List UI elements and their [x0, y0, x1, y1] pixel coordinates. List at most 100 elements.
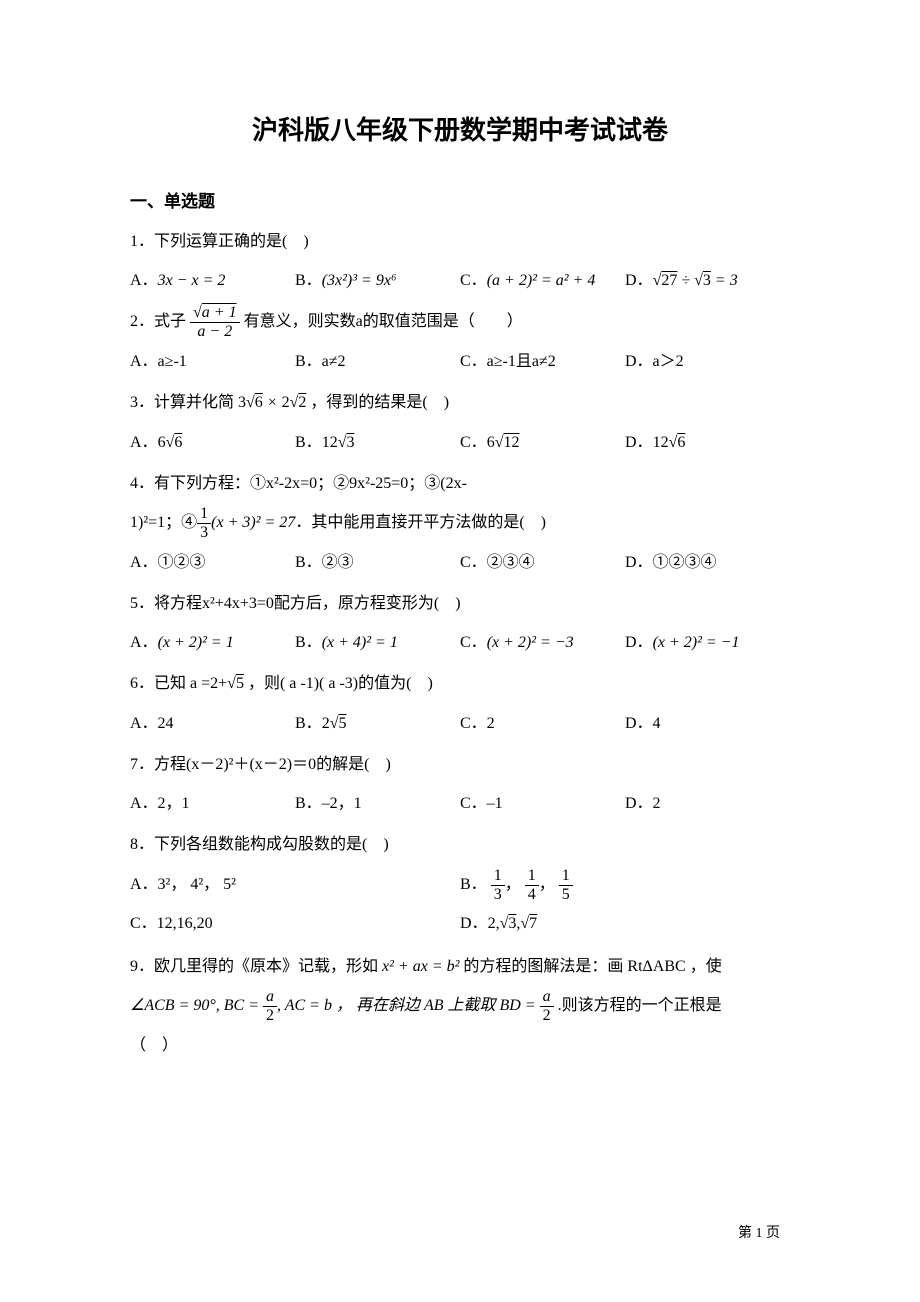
- q3-options: A．6√6 B．12√3 C．6√12 D．12√6: [130, 425, 790, 460]
- opt-label: D．: [625, 434, 653, 451]
- page-footer: 第 1 页: [738, 1222, 780, 1242]
- fraction: a2: [540, 989, 554, 1024]
- frac-den: a − 2: [190, 323, 240, 340]
- opt-math: = 3: [711, 272, 738, 289]
- q2-stem: 2．式子 √a + 1 a − 2 有意义，则实数a的取值范围是（ ）: [130, 304, 790, 340]
- q7-opt-a: A．2，1: [130, 786, 295, 821]
- opt-label: D．: [625, 634, 653, 651]
- section-header: 一、单选题: [130, 187, 790, 212]
- q5-stem: 5．将方程x²+4x+3=0配方后，原方程变形为( ): [130, 586, 790, 621]
- sqrt-radicand: 3: [346, 434, 354, 451]
- opt-math: (a + 2)² = a² + 4: [487, 272, 596, 289]
- frac-den: 5: [559, 886, 573, 903]
- q9-math: ∠ACB = 90°, BC =: [130, 997, 263, 1014]
- sqrt-radicand: 6: [677, 434, 685, 451]
- q1-opt-d: D．√27 ÷ √3 = 3: [625, 263, 790, 298]
- q9-post: 的方程的图解法是：画 RtΔABC ，使: [459, 958, 721, 975]
- q6-post: ，则( a -1)( a -3)的值为( ): [244, 675, 433, 692]
- frac-num: a: [540, 989, 554, 1007]
- opt-math: 3x − x = 2: [158, 272, 226, 289]
- q2-post: 有意义，则实数a的取值范围是（ ）: [244, 313, 523, 330]
- opt-math: (x + 4)² = 1: [322, 634, 398, 651]
- sep: ，: [505, 876, 525, 893]
- sqrt-radicand: 5: [236, 675, 244, 692]
- opt-label: B．: [295, 272, 322, 289]
- q7-opt-d: D．2: [625, 786, 790, 821]
- sqrt-radicand: 5: [338, 715, 346, 732]
- q2-options: A．a≥-1 B．a≠2 C．a≥-1且a≠2 D．a＞2: [130, 344, 790, 379]
- q3-post: ，得到的结果是( ): [306, 394, 449, 411]
- q4-opt-a: A．①②③: [130, 545, 295, 580]
- coef: 6: [158, 434, 166, 451]
- frac-den: 3: [491, 886, 505, 903]
- fraction: √a + 1 a − 2: [190, 305, 240, 340]
- frac-den: 3: [197, 524, 211, 541]
- q5-opt-c: C．(x + 2)² = −3: [460, 625, 625, 660]
- q4-options: A．①②③ B．②③ C．②③④ D．①②③④: [130, 545, 790, 580]
- q3-opt-a: A．6√6: [130, 425, 295, 460]
- frac-num: a: [263, 989, 277, 1007]
- q7-opt-b: B．–2，1: [295, 786, 460, 821]
- q4-opt-c: C．②③④: [460, 545, 625, 580]
- opt-label: C．: [460, 434, 487, 451]
- sqrt-radicand: 12: [503, 434, 519, 451]
- coef: 3: [238, 394, 246, 411]
- sqrt-radicand: 7: [529, 915, 537, 932]
- coef: 6: [487, 434, 495, 451]
- q4-pre: 1)²=1；④: [130, 514, 197, 531]
- frac-den: 2: [540, 1007, 554, 1024]
- q8-options: A．3²， 4²， 5² B． 13， 14， 15 C．12,16,20 D．…: [130, 866, 790, 943]
- opt-label: D．: [460, 915, 488, 932]
- q2-pre: 2．式子: [130, 313, 190, 330]
- opt-math: (x + 2)² = −1: [653, 634, 740, 651]
- q5-options: A．(x + 2)² = 1 B．(x + 4)² = 1 C．(x + 2)²…: [130, 625, 790, 660]
- opt-label: D．: [625, 272, 653, 289]
- q8-opt-b: B． 13， 14， 15: [460, 866, 790, 904]
- q4-line1: 4．有下列方程：①x²-2x=0；②9x²-25=0；③(2x-: [130, 466, 790, 501]
- q6-pre: 6．已知 a =2+: [130, 675, 227, 692]
- opt-label: C．: [460, 634, 487, 651]
- fraction: 13: [197, 506, 211, 541]
- q6-opt-a: A．24: [130, 706, 295, 741]
- opt-math: (x + 2)² = 1: [158, 634, 234, 651]
- sqrt-radicand: 6: [255, 394, 263, 411]
- fraction: 13: [491, 868, 505, 903]
- frac-num: 1: [491, 868, 505, 886]
- q1-opt-c: C．(a + 2)² = a² + 4: [460, 263, 625, 298]
- exam-page: 沪科版八年级下册数学期中考试试卷 一、单选题 1．下列运算正确的是( ) A．3…: [0, 0, 920, 1302]
- opt-math: (x + 2)² = −3: [487, 634, 574, 651]
- sqrt-radicand: 6: [174, 434, 182, 451]
- opt-label: B．: [295, 634, 322, 651]
- sep: ，: [539, 876, 559, 893]
- q1-options: A．3x − x = 2 B．(3x²)³ = 9x⁶ C．(a + 2)² =…: [130, 263, 790, 298]
- q9-math: , AC = b ， 再在斜边 AB 上截取 BD =: [277, 997, 540, 1014]
- frac-num: 1: [197, 506, 211, 524]
- mid: ×: [263, 394, 282, 411]
- sqrt-radicand: a + 1: [202, 304, 237, 321]
- q4-math: (x + 3)² = 27: [211, 514, 295, 531]
- q2-opt-a: A．a≥-1: [130, 344, 295, 379]
- frac-den: 2: [263, 1007, 277, 1024]
- fraction: a2: [263, 989, 277, 1024]
- q6-opt-b: B．2√5: [295, 706, 460, 741]
- q5-opt-d: D．(x + 2)² = −1: [625, 625, 790, 660]
- opt-math: (3x²)³ = 9x⁶: [322, 272, 397, 289]
- coef: 12: [322, 434, 338, 451]
- q9-math: x² + ax = b²: [382, 958, 459, 975]
- q2-opt-b: B．a≠2: [295, 344, 460, 379]
- coef: 2: [282, 394, 290, 411]
- fraction: 14: [525, 868, 539, 903]
- q2-opt-c: C．a≥-1且a≠2: [460, 344, 625, 379]
- q8-opt-c: C．12,16,20: [130, 905, 460, 943]
- q6-stem: 6．已知 a =2+√5 ，则( a -1)( a -3)的值为( ): [130, 666, 790, 701]
- q9-line2: ∠ACB = 90°, BC = a2, AC = b ， 再在斜边 AB 上截…: [130, 988, 790, 1024]
- opt-label: A．: [130, 634, 158, 651]
- q6-opt-c: C．2: [460, 706, 625, 741]
- coef: 12: [653, 434, 669, 451]
- q8-stem: 8．下列各组数能构成勾股数的是( ): [130, 827, 790, 862]
- q2-opt-d: D．a＞2: [625, 344, 790, 379]
- q3-pre: 3．计算并化简: [130, 394, 238, 411]
- q5-opt-a: A．(x + 2)² = 1: [130, 625, 295, 660]
- q7-options: A．2，1 B．–2，1 C．–1 D．2: [130, 786, 790, 821]
- opt-label: B．: [295, 434, 322, 451]
